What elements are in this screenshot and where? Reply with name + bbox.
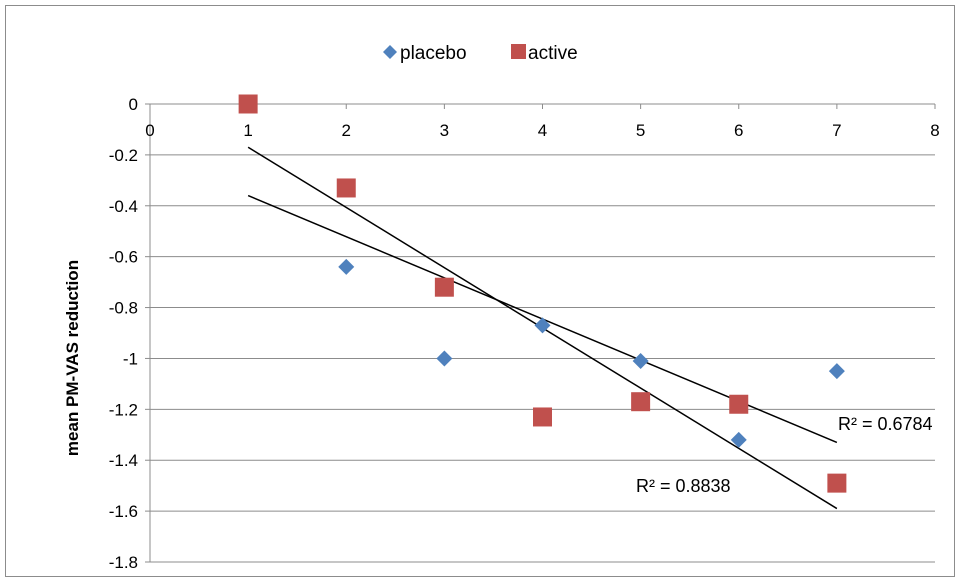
gridlines [150,154,935,563]
placebo-point [338,258,355,275]
y-tick-label: -1.6 [109,502,138,521]
active-point [238,94,258,114]
tick-labels: 0 -0.2 -0.4 -0.6 -0.8 -1 -1.2 -1.4 -1.6 -1.8 0 1 2 3 4… [109,95,940,572]
legend-placebo-marker [383,45,397,59]
x-tick-label: 4 [538,121,547,140]
y-tick-label: -0.2 [109,146,138,165]
active-point [434,277,454,297]
data-points [238,94,847,493]
chart-frame [5,5,955,577]
x-tick-label: 5 [636,121,645,140]
x-tick-label: 8 [930,121,939,140]
x-tick-label: 6 [734,121,743,140]
placebo-point [730,431,747,448]
legend-label: placebo [400,43,467,64]
trendlines: R² = 0.6784 R² = 0.8838 [247,146,933,510]
axes [145,103,936,563]
placebo-point [436,350,453,367]
active-point [729,394,749,414]
y-tick-label: -0.8 [109,299,138,318]
r-squared-label: R² = 0.8838 [636,476,731,496]
placebo-point [534,317,551,334]
y-tick-label: -1.4 [109,451,138,470]
legend: placebo active [383,43,578,64]
y-tick-label: -0.4 [109,197,138,216]
x-tick-label: 1 [243,121,252,140]
legend-active-marker [511,44,526,59]
x-tick-label: 0 [145,121,154,140]
y-tick-label: -1 [123,349,138,368]
placebo-point [632,352,649,369]
x-tick-label: 7 [832,121,841,140]
placebo-point [828,363,845,380]
y-tick-label: -0.6 [109,248,138,267]
x-tick-label: 3 [440,121,449,140]
active-point [631,392,651,412]
y-tick-label: -1.8 [109,553,138,572]
active-point [336,178,356,198]
x-tick-label: 2 [342,121,351,140]
legend-label: active [528,43,578,64]
y-axis-label: mean PM-VAS reduction [63,260,82,456]
active-point [827,473,847,493]
y-tick-label: -1.2 [109,400,138,419]
r-squared-label: R² = 0.6784 [838,414,933,434]
active-point [533,407,552,427]
y-tick-label: 0 [129,95,138,114]
